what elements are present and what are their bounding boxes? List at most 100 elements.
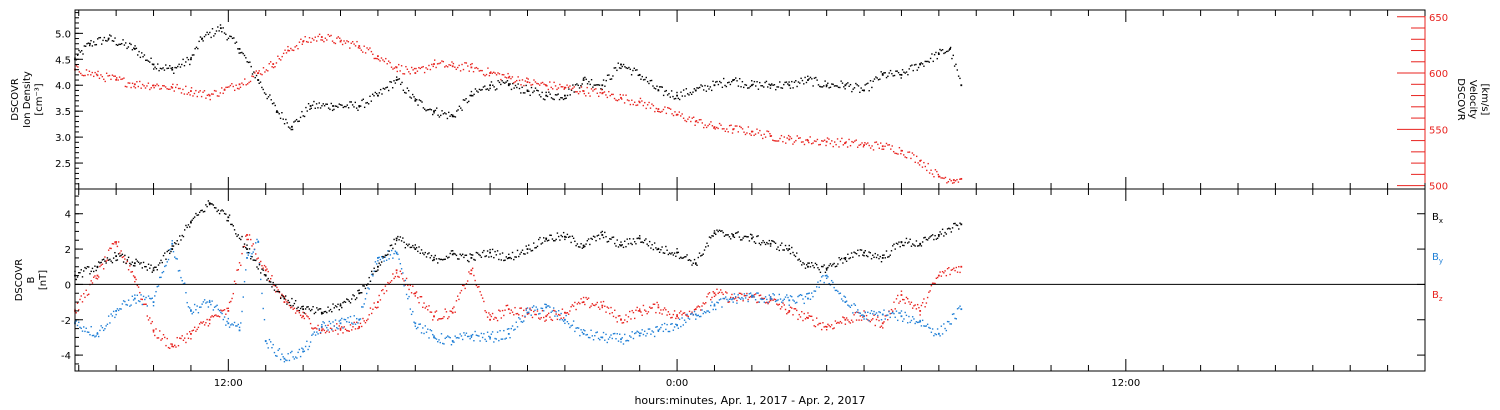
bx-point <box>433 258 435 261</box>
bz-point <box>940 275 943 277</box>
bz-point <box>893 301 895 303</box>
density-point <box>155 68 158 70</box>
velocity-point <box>622 94 624 96</box>
by-point <box>309 341 312 343</box>
density-point <box>732 79 734 82</box>
bx-point <box>149 267 151 269</box>
bx-point <box>263 274 266 276</box>
density-point <box>169 65 171 67</box>
bx-point <box>358 289 360 291</box>
density-point <box>398 78 401 80</box>
velocity-point <box>501 73 504 76</box>
velocity-point <box>957 181 960 183</box>
by-point <box>207 306 210 308</box>
bx-point <box>395 237 398 240</box>
bz-point <box>100 264 102 266</box>
by-point <box>646 332 648 335</box>
by-point <box>496 331 499 333</box>
by-point <box>112 310 115 313</box>
density-point <box>229 35 231 37</box>
bx-point <box>124 254 126 257</box>
velocity-point <box>251 75 253 77</box>
bz-point <box>339 329 342 331</box>
bz-point <box>339 327 342 330</box>
velocity-point <box>232 85 234 88</box>
velocity-point <box>274 66 276 68</box>
bx-point <box>595 239 597 242</box>
bx-point <box>294 300 297 302</box>
bz-point <box>324 331 327 334</box>
velocity-point <box>209 98 211 101</box>
velocity-point <box>439 62 442 64</box>
bz-point <box>534 313 536 316</box>
density-point <box>953 65 956 67</box>
by-point <box>424 325 426 327</box>
bz-point <box>819 322 822 325</box>
density-point <box>765 80 768 83</box>
by-point <box>475 334 478 336</box>
velocity-point <box>469 63 472 66</box>
bz-point <box>279 296 282 299</box>
by-point <box>893 312 895 315</box>
density-point <box>641 75 643 78</box>
bx-point <box>835 265 838 267</box>
bz-point <box>526 313 529 315</box>
velocity-point <box>635 104 637 107</box>
velocity-point <box>523 84 525 87</box>
density-point <box>721 86 724 89</box>
bx-point <box>407 244 409 247</box>
bz-point <box>782 302 784 304</box>
velocity-point <box>753 134 755 137</box>
by-point <box>451 340 454 342</box>
bz-point <box>377 301 379 303</box>
velocity-point <box>282 52 285 55</box>
bz-point <box>592 304 595 306</box>
density-point <box>517 83 519 85</box>
velocity-point <box>855 139 857 141</box>
velocity-point <box>927 162 929 165</box>
bz-point <box>414 295 417 297</box>
bz-point <box>586 298 589 300</box>
bz-point <box>726 292 728 294</box>
bx-point <box>872 254 874 256</box>
density-point <box>752 83 754 86</box>
density-point <box>684 95 686 97</box>
velocity-point <box>492 71 495 74</box>
bz-point <box>640 311 642 313</box>
by-point <box>223 316 226 318</box>
by-point <box>483 333 485 335</box>
density-point <box>227 37 230 40</box>
by-point <box>99 329 101 332</box>
bx-point <box>150 264 152 266</box>
bz-point <box>96 278 99 280</box>
bz-point <box>132 275 135 277</box>
bz-point <box>133 276 136 279</box>
velocity-point <box>631 99 633 101</box>
bx-point <box>910 245 913 247</box>
bz-point <box>923 298 925 300</box>
velocity-point <box>433 63 435 65</box>
density-point <box>606 74 609 76</box>
bz-point <box>700 309 702 311</box>
bx-point <box>728 236 731 238</box>
bx-point <box>681 257 683 260</box>
bz-point <box>373 302 375 304</box>
bx-point <box>563 235 566 238</box>
bx-point <box>427 253 429 255</box>
bz-point <box>954 269 956 272</box>
bx-point <box>370 270 373 273</box>
density-point <box>789 87 792 89</box>
by-point <box>368 288 370 290</box>
bx-point <box>192 217 195 220</box>
density-point <box>99 36 102 39</box>
velocity-point <box>806 138 809 141</box>
velocity-point <box>946 182 948 184</box>
velocity-point <box>919 159 922 162</box>
bz-point <box>181 335 183 337</box>
bx-point <box>682 257 685 259</box>
bx-point <box>779 244 782 246</box>
bz-point <box>556 318 559 321</box>
bz-point <box>187 337 190 340</box>
velocity-point <box>868 144 870 147</box>
bx-point <box>91 267 94 270</box>
